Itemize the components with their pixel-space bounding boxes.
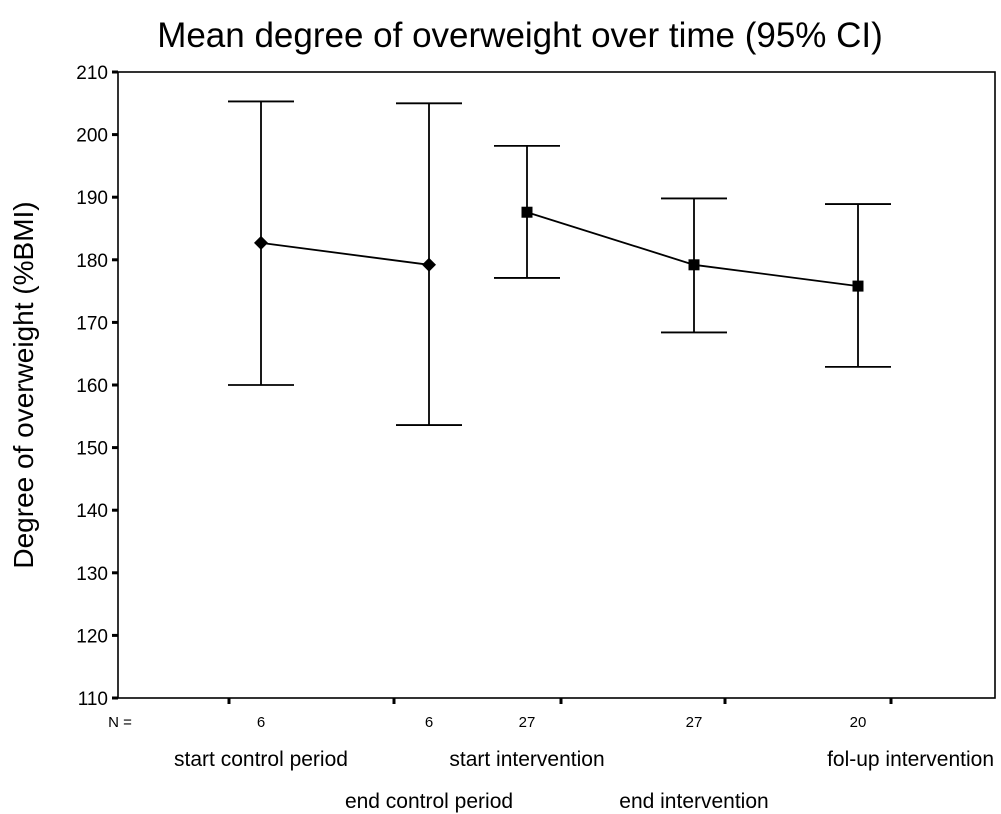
y-tick-label: 110 <box>78 689 108 710</box>
y-tick-label: 140 <box>76 501 108 522</box>
chart-title: Mean degree of overweight over time (95%… <box>157 16 883 55</box>
series-line <box>527 212 858 286</box>
error-bars <box>228 101 891 425</box>
category-label: start control period <box>174 748 348 771</box>
category-label: end control period <box>345 790 513 813</box>
y-tick-label: 130 <box>76 564 108 585</box>
n-value: 27 <box>519 714 536 731</box>
y-tick-label: 210 <box>76 63 108 84</box>
series-lines <box>261 212 858 286</box>
data-point-square <box>689 259 700 270</box>
y-tick-label: 150 <box>76 439 108 460</box>
y-tick-label: 170 <box>76 313 108 334</box>
data-markers <box>254 207 864 292</box>
y-tick-label: 120 <box>76 626 108 647</box>
data-point-square <box>853 281 864 292</box>
n-value: 27 <box>686 714 703 731</box>
y-axis-ticks: 110 120 130 140 150 160 170 180 190 200 210 <box>76 63 118 710</box>
series-line <box>261 243 429 265</box>
data-point-square <box>522 207 533 218</box>
y-tick-label: 190 <box>76 188 108 209</box>
y-axis-label: Degree of overweight (%BMI) <box>8 201 39 568</box>
data-point-diamond <box>254 236 268 250</box>
y-tick-label: 180 <box>76 251 108 272</box>
y-tick-label: 160 <box>76 376 108 397</box>
n-values: 6 6 27 27 20 <box>257 714 867 731</box>
n-label: N = <box>108 714 132 731</box>
y-tick-label: 200 <box>76 126 108 147</box>
n-value: 6 <box>425 714 433 731</box>
category-label: start intervention <box>449 748 604 771</box>
category-labels: start control period end control period st… <box>174 748 994 813</box>
x-axis-ticks <box>229 698 891 704</box>
data-point-diamond <box>422 258 436 272</box>
category-label: fol-up intervention <box>827 748 994 771</box>
n-value: 20 <box>850 714 867 731</box>
n-value: 6 <box>257 714 265 731</box>
category-label: end intervention <box>619 790 768 813</box>
